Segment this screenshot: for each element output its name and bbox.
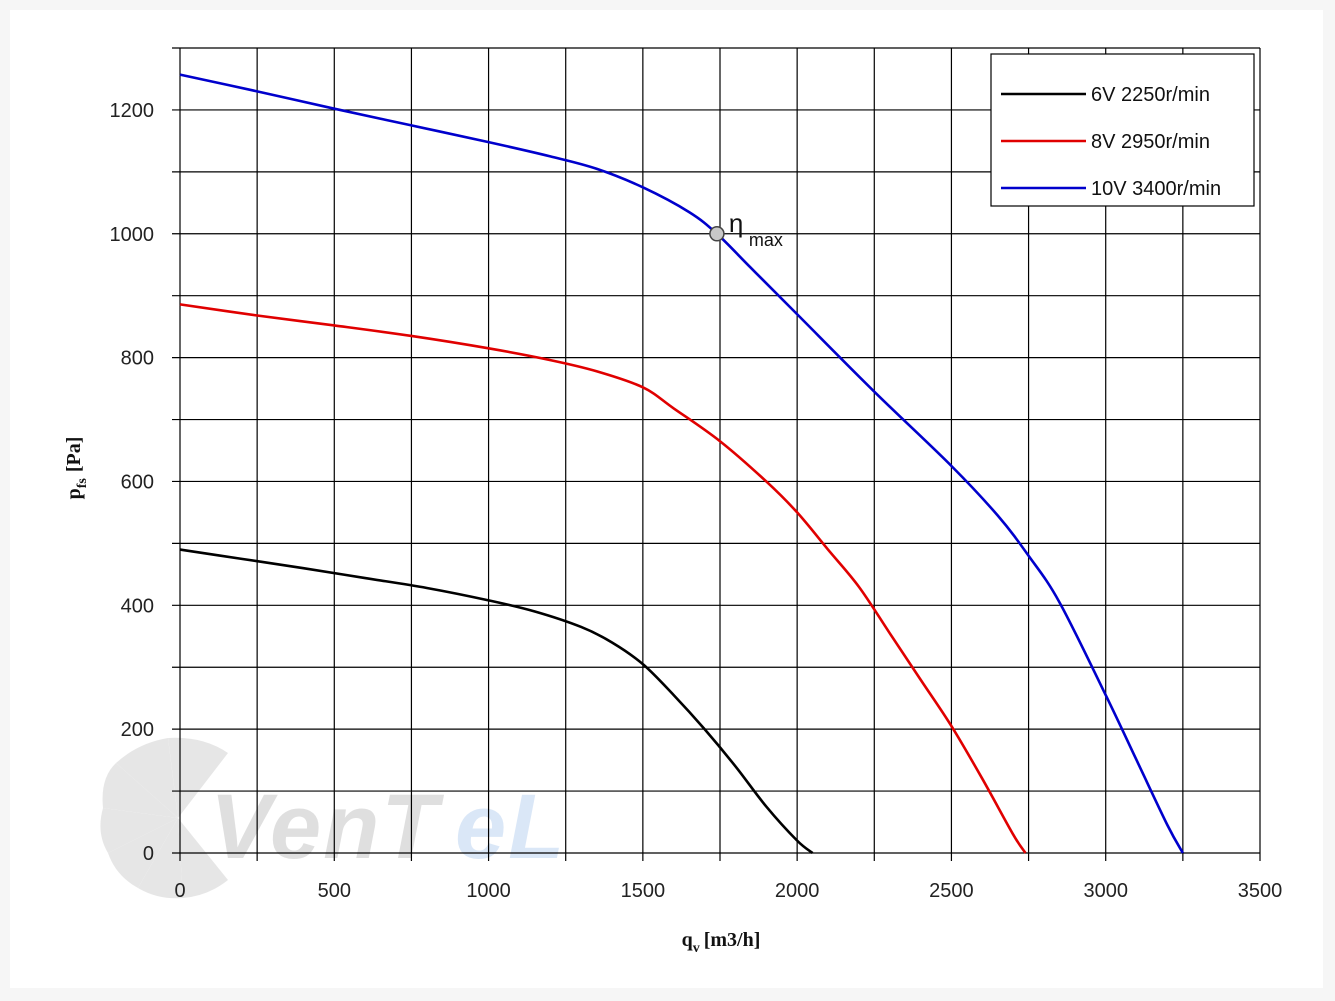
y-tick-label: 400 xyxy=(121,595,154,617)
legend-entry: 6V 2250r/min xyxy=(1091,84,1210,106)
y-tick-label: 1200 xyxy=(110,100,155,122)
watermark-text-dark: VenT xyxy=(210,776,444,878)
x-tick-label: 500 xyxy=(318,880,351,902)
x-axis-label: qv [m3/h] xyxy=(682,929,761,956)
series-line-1 xyxy=(179,548,814,855)
legend-entry: 10V 3400r/min xyxy=(1091,178,1221,200)
x-tick-label: 3500 xyxy=(1238,880,1283,902)
y-tick-label: 1000 xyxy=(110,224,155,246)
y-tick-label: 800 xyxy=(121,348,154,370)
series-line-2 xyxy=(179,303,1027,854)
y-tick-label: 200 xyxy=(121,719,154,741)
grid xyxy=(172,47,1261,861)
y-tick-label: 600 xyxy=(121,471,154,493)
legend-box xyxy=(990,53,1255,207)
eta-max-subscript: max xyxy=(749,230,783,250)
legend: 6V 2250r/min 8V 2950r/min 10V 3400r/min xyxy=(990,53,1255,207)
ventel-watermark: VenT eL xyxy=(100,737,566,899)
watermark-text-light: eL xyxy=(455,776,566,878)
eta-max-marker xyxy=(709,226,725,242)
series-line-3 xyxy=(179,73,1184,854)
x-tick-label: 2500 xyxy=(929,880,974,902)
x-tick-label: 1000 xyxy=(466,880,511,902)
x-tick-label: 0 xyxy=(174,880,185,902)
x-tick-label: 2000 xyxy=(775,880,820,902)
y-axis-label: pfs[Pa] xyxy=(63,437,90,500)
series-lines xyxy=(179,73,1184,855)
y-tick-label: 0 xyxy=(143,843,154,865)
legend-entry: 8V 2950r/min xyxy=(1091,131,1210,153)
x-tick-label: 1500 xyxy=(621,880,666,902)
x-tick-labels: 0 500 1000 1500 2000 2500 3000 3500 xyxy=(174,880,1282,902)
fan-logo-icon xyxy=(100,737,228,899)
x-tick-label: 3000 xyxy=(1083,880,1128,902)
y-tick-labels: 0 200 400 600 800 1000 1200 xyxy=(110,100,155,865)
eta-max-label: η xyxy=(729,208,743,238)
